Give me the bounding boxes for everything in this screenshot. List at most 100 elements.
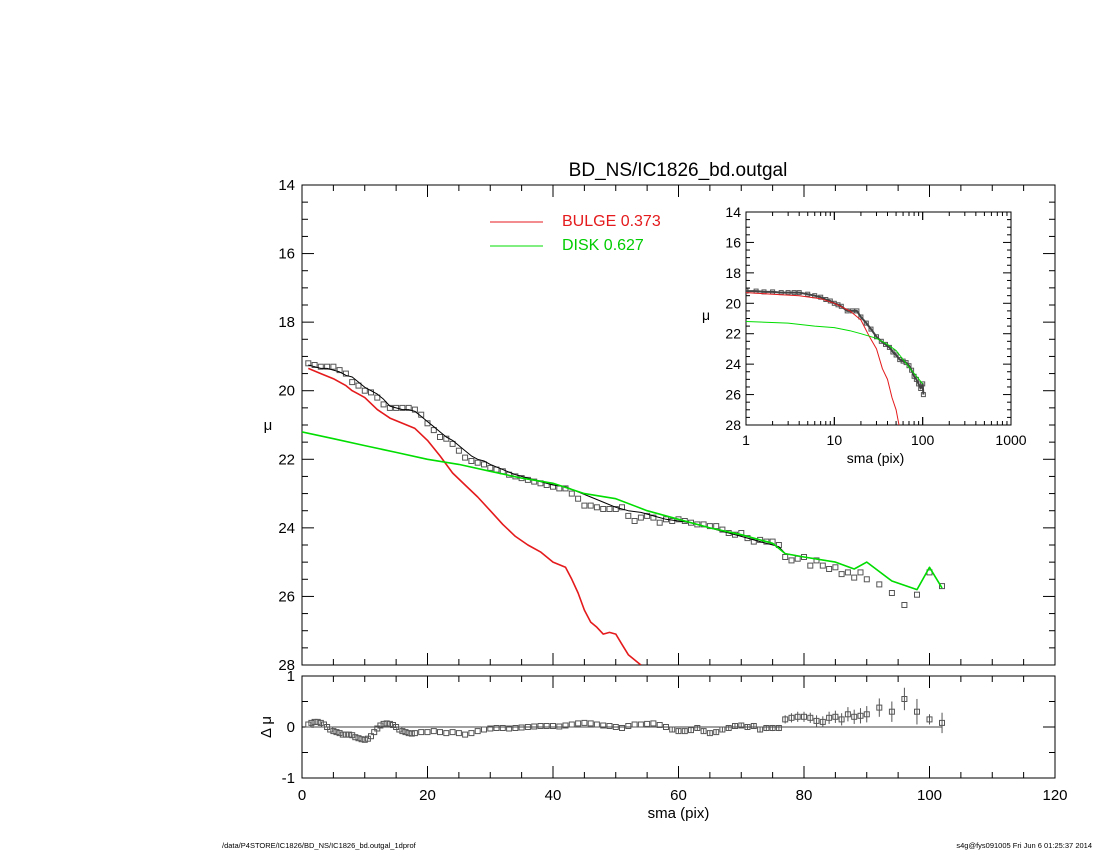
data-point xyxy=(399,404,406,411)
inset-x-axis-label: sma (pix) xyxy=(847,450,905,466)
data-point xyxy=(449,440,456,447)
residual-point xyxy=(317,719,324,726)
residual-point xyxy=(914,708,920,715)
residual-point xyxy=(926,716,933,723)
residual-point xyxy=(750,723,757,729)
data-point xyxy=(713,523,720,530)
y-tick-label: 22 xyxy=(278,451,295,468)
x-tick-label: 20 xyxy=(419,787,436,804)
residual-point xyxy=(411,730,418,737)
residual-point xyxy=(487,725,494,732)
residual-point xyxy=(308,719,315,726)
x-axis-label: sma (pix) xyxy=(648,805,710,822)
residual-point xyxy=(813,717,820,724)
residual-point xyxy=(706,730,713,737)
data-point xyxy=(587,502,594,509)
main-data xyxy=(302,360,945,665)
inset-y-axis-label: μ xyxy=(702,307,710,323)
data-point xyxy=(750,538,757,545)
chart-title: BD_NS/IC1826_bd.outgal xyxy=(569,160,788,181)
residual-point xyxy=(744,724,751,730)
x-tick-label: 80 xyxy=(796,787,813,804)
data-point xyxy=(593,504,600,511)
inset-y-tick-label: 24 xyxy=(725,356,741,372)
residual-point xyxy=(355,735,362,742)
y-tick-label: 24 xyxy=(278,520,295,537)
residual-point xyxy=(556,723,563,730)
data-point xyxy=(644,512,651,519)
residual-point xyxy=(493,725,500,731)
data-point xyxy=(455,447,462,454)
residual-point xyxy=(474,728,481,735)
data-point xyxy=(888,590,895,596)
data-point xyxy=(625,512,632,519)
inset-x-tick-label: 10 xyxy=(827,432,843,448)
x-tick-label: 120 xyxy=(1042,787,1067,804)
residual-point xyxy=(462,731,469,738)
inset-y-tick-label: 20 xyxy=(725,295,741,311)
data-point xyxy=(324,363,331,370)
legend-disk-label: DISK 0.627 xyxy=(562,237,644,254)
data-point xyxy=(782,554,789,560)
residual-point xyxy=(587,720,594,727)
inset-y-tick-label: 22 xyxy=(725,326,741,342)
residual-point xyxy=(386,720,393,727)
residual-point xyxy=(769,725,776,731)
residual-point xyxy=(418,729,425,736)
data-point xyxy=(669,518,676,524)
residual-point xyxy=(380,720,387,727)
residual-point xyxy=(644,720,651,727)
residual-point xyxy=(305,721,312,728)
residual-point xyxy=(650,720,657,727)
residual-point xyxy=(311,718,318,725)
residual-point xyxy=(738,722,745,729)
data-point xyxy=(813,557,820,564)
residual-point xyxy=(807,714,814,721)
residual-point xyxy=(782,716,789,723)
resid-y-tick-label: -1 xyxy=(282,770,295,787)
data-point xyxy=(838,571,845,578)
inset-data-point xyxy=(893,352,899,358)
residual-point xyxy=(402,729,409,736)
residual-point xyxy=(562,722,569,729)
residual-point xyxy=(550,723,556,729)
data-point xyxy=(656,519,663,526)
residual-point xyxy=(531,723,538,730)
residual-point xyxy=(568,721,575,728)
data-point xyxy=(901,602,908,608)
data-point xyxy=(876,581,883,588)
residual-point xyxy=(524,724,531,730)
data-point xyxy=(430,427,437,434)
residual-point xyxy=(763,725,770,731)
data-point xyxy=(474,459,481,466)
data-point xyxy=(349,379,356,386)
residual-point xyxy=(581,719,588,726)
disk-line xyxy=(302,431,943,591)
residual-point xyxy=(656,722,663,728)
residual-point xyxy=(619,725,625,731)
x-tick-label: 100 xyxy=(917,787,942,804)
data-point xyxy=(606,506,613,512)
inset-frame xyxy=(745,211,1012,426)
residual-point xyxy=(575,720,582,727)
residual-point xyxy=(424,729,431,736)
data-point xyxy=(939,583,945,590)
residual-point xyxy=(625,723,632,729)
residual-point xyxy=(408,730,415,737)
residual-point xyxy=(499,725,506,731)
data-point xyxy=(336,367,343,374)
inset-data xyxy=(746,288,926,425)
data-point xyxy=(531,478,538,485)
y-tick-label: 26 xyxy=(278,588,295,605)
data-point xyxy=(807,562,814,569)
residual-point xyxy=(437,729,443,736)
residual-point xyxy=(857,712,864,719)
residual-point xyxy=(346,731,353,738)
y-tick-label: 14 xyxy=(278,177,295,194)
residual-point xyxy=(537,723,544,729)
residual-point xyxy=(612,724,619,730)
data-point xyxy=(863,576,870,583)
data-point xyxy=(575,495,582,502)
